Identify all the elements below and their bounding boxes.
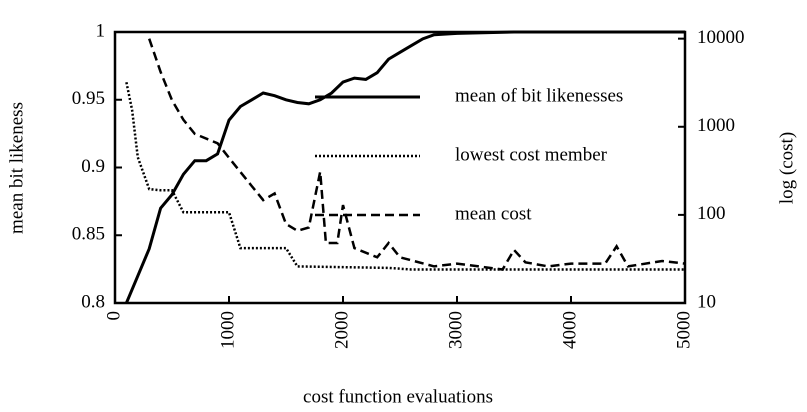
legend-label: lowest cost member xyxy=(455,144,608,165)
x-tick-label: 1000 xyxy=(217,311,238,349)
y-tick-label: 0.9 xyxy=(81,156,105,177)
y-axis-label: mean bit likeness xyxy=(6,102,27,234)
x-tick-label: 5000 xyxy=(673,311,694,349)
series-line xyxy=(125,82,685,271)
x-tick-label: 4000 xyxy=(559,311,580,349)
y2-tick-label: 100 xyxy=(697,203,726,224)
x-tick-label: 2000 xyxy=(331,311,352,349)
legend-label: mean of bit likenesses xyxy=(455,85,623,106)
y-tick-label: 0.8 xyxy=(81,291,105,312)
y2-tick-label: 10 xyxy=(697,291,716,312)
legend-label: mean cost xyxy=(455,203,532,224)
x-tick-label: 3000 xyxy=(445,311,466,349)
y2-axis-label: log (cost) xyxy=(776,132,797,204)
x-tick-label: 0 xyxy=(103,311,124,321)
x-axis-label: cost function evaluations xyxy=(303,386,493,407)
y2-tick-label: 10000 xyxy=(697,27,745,48)
y-tick-label: 0.95 xyxy=(72,88,105,109)
series-line xyxy=(148,38,686,271)
y2-tick-label: 1000 xyxy=(697,115,735,136)
y-tick-label: 1 xyxy=(96,20,106,41)
y-tick-label: 0.85 xyxy=(72,224,105,245)
series-line xyxy=(125,30,685,304)
